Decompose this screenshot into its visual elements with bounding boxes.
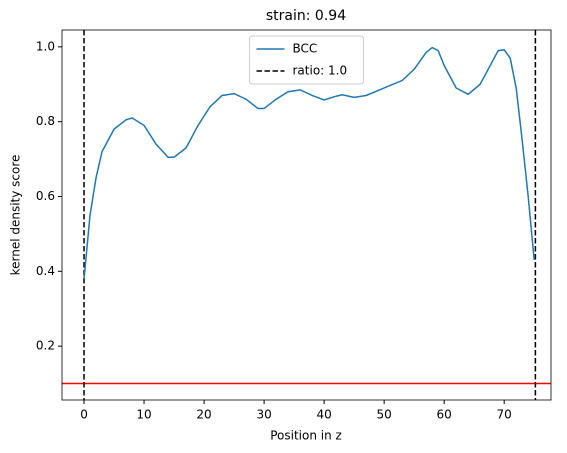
y-tick-label: 0.8	[36, 114, 55, 128]
y-tick-label: 1.0	[36, 39, 55, 53]
y-tick-label: 0.2	[36, 339, 55, 353]
legend-label: BCC	[293, 42, 318, 56]
legend-label: ratio: 1.0	[293, 64, 348, 78]
x-tick-label: 20	[196, 408, 211, 422]
x-tick-label: 10	[136, 408, 151, 422]
y-tick-label: 0.6	[36, 189, 55, 203]
x-axis-label: Position in z	[270, 429, 342, 443]
x-tick-label: 30	[256, 408, 271, 422]
legend-box	[249, 35, 364, 85]
y-axis-label: kernel density score	[9, 155, 23, 276]
plot-frame	[61, 29, 552, 401]
chart-title: strain: 0.94	[266, 8, 346, 24]
x-tick-label: 70	[497, 408, 512, 422]
x-tick-label: 40	[316, 408, 331, 422]
series-line	[83, 46, 535, 279]
x-tick-label: 50	[376, 408, 391, 422]
y-tick-label: 0.4	[36, 264, 55, 278]
x-tick-label: 0	[80, 408, 88, 422]
x-tick-label: 60	[437, 408, 452, 422]
